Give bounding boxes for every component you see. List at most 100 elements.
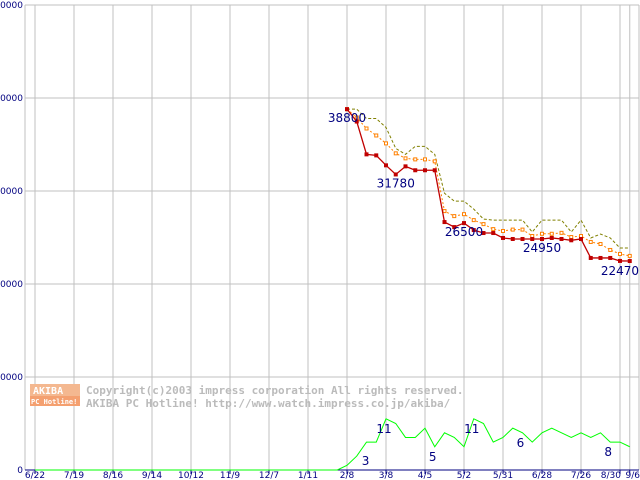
data-point-min	[345, 107, 349, 112]
data-point-min	[510, 236, 515, 241]
data-point-min	[618, 258, 622, 263]
data-point-min	[481, 231, 486, 236]
data-point-average	[413, 157, 418, 162]
data-point-average	[569, 235, 574, 240]
data-point-min	[588, 255, 593, 260]
data-point-min	[354, 119, 359, 124]
data-point-average	[364, 126, 369, 131]
watermark: AKIBA PC Hotline! Copyright(c)2003 impre…	[30, 384, 464, 410]
data-point-min	[423, 168, 427, 173]
data-point-average	[374, 133, 379, 138]
data-point-average	[618, 251, 622, 256]
count-annotation: 5	[429, 450, 437, 464]
data-point-min	[608, 255, 613, 260]
series-line-shop_count	[35, 418, 630, 471]
data-point-min	[491, 231, 496, 236]
copyright-text: Copyright(c)2003 impress corporation All…	[86, 384, 464, 397]
data-point-average	[510, 227, 515, 232]
data-point-average	[627, 253, 632, 258]
x-tick-label: 10/12	[178, 471, 204, 480]
y-tick-label: 10000	[0, 373, 23, 383]
price-annotation: 24950	[523, 241, 561, 255]
y-tick-label: 30000	[0, 187, 23, 197]
data-point-average	[442, 209, 447, 214]
price-annotation: 38800	[328, 111, 366, 125]
x-tick-label: 6/22	[25, 471, 45, 480]
x-tick-label: 12/7	[259, 471, 279, 480]
data-point-min	[569, 238, 574, 243]
data-point-average	[393, 151, 398, 156]
data-point-average	[598, 242, 603, 247]
data-point-min	[413, 168, 418, 173]
data-point-min	[393, 172, 398, 177]
data-point-average	[452, 214, 457, 219]
count-annotation: 11	[376, 422, 391, 436]
data-point-min	[501, 235, 505, 240]
count-annotation: 3	[362, 454, 370, 468]
data-point-average	[354, 115, 359, 120]
price-annotation: 22470	[601, 264, 639, 278]
x-tick-label: 6/28	[532, 471, 552, 480]
data-point-average	[588, 239, 593, 244]
x-tick-label: 2/8	[340, 471, 355, 480]
x-tick-label: 9/6	[626, 471, 640, 480]
y-tick-label: 40000	[0, 94, 23, 104]
data-point-min	[549, 235, 554, 240]
x-tick-label: 5/2	[457, 471, 471, 480]
x-tick-label: 9/14	[142, 471, 162, 480]
y-tick-label: 20000	[0, 280, 23, 290]
data-point-min	[540, 236, 544, 241]
data-point-average	[462, 212, 466, 217]
x-tick-label: 7/26	[571, 471, 591, 480]
data-point-min	[520, 236, 525, 241]
data-point-min	[627, 259, 632, 264]
data-point-min	[579, 236, 583, 241]
x-tick-label: 11/9	[220, 471, 240, 480]
x-tick-label: 7/19	[64, 471, 84, 480]
data-point-min	[442, 220, 447, 225]
site-url-text: AKIBA PC Hotline! http://www.watch.impre…	[86, 397, 451, 410]
x-tick-label: 5/31	[493, 471, 513, 480]
data-point-min	[374, 153, 379, 158]
price-annotation: 31780	[377, 176, 415, 190]
akiba-logo-text: AKIBA	[33, 386, 63, 397]
data-point-min	[559, 236, 564, 241]
data-point-min	[598, 255, 603, 260]
akiba-logo-bottom	[30, 396, 80, 406]
data-point-average	[384, 141, 388, 146]
data-point-min	[462, 221, 466, 226]
data-point-average	[403, 156, 408, 161]
data-point-min	[452, 225, 457, 230]
data-point-min	[403, 164, 408, 169]
x-tick-label: 3/8	[379, 471, 394, 480]
data-point-min	[471, 228, 476, 233]
data-point-min	[364, 152, 369, 157]
x-tick-label: 1/11	[298, 471, 318, 480]
series-group	[35, 107, 632, 471]
data-point-average	[423, 157, 427, 162]
data-point-average	[549, 231, 554, 236]
data-point-min	[432, 168, 437, 173]
series-line-max	[347, 108, 630, 249]
data-point-min	[530, 236, 535, 241]
count-annotation: 11	[464, 422, 479, 436]
data-point-average	[471, 218, 476, 223]
x-tick-label: 4/5	[418, 471, 432, 480]
akiba-logo-subtext: PC Hotline!	[31, 398, 77, 406]
data-point-average	[540, 231, 544, 236]
data-point-average	[520, 227, 525, 232]
data-point-min	[384, 163, 388, 168]
y-tick-label: 50000	[0, 1, 23, 11]
y-tick-label: 0	[17, 466, 23, 476]
labels-group: 38800 31780 26500 24950 22470 3 11 5 11 6 8	[328, 111, 639, 468]
data-point-average	[501, 228, 505, 233]
akiba-logo-top	[30, 384, 80, 396]
count-annotation: 6	[517, 436, 525, 450]
x-tick-label: 8/16	[103, 471, 123, 480]
data-point-average	[491, 227, 496, 232]
data-point-average	[432, 159, 437, 164]
x-tick-label: 8/30	[601, 471, 621, 480]
data-point-average	[481, 222, 486, 227]
